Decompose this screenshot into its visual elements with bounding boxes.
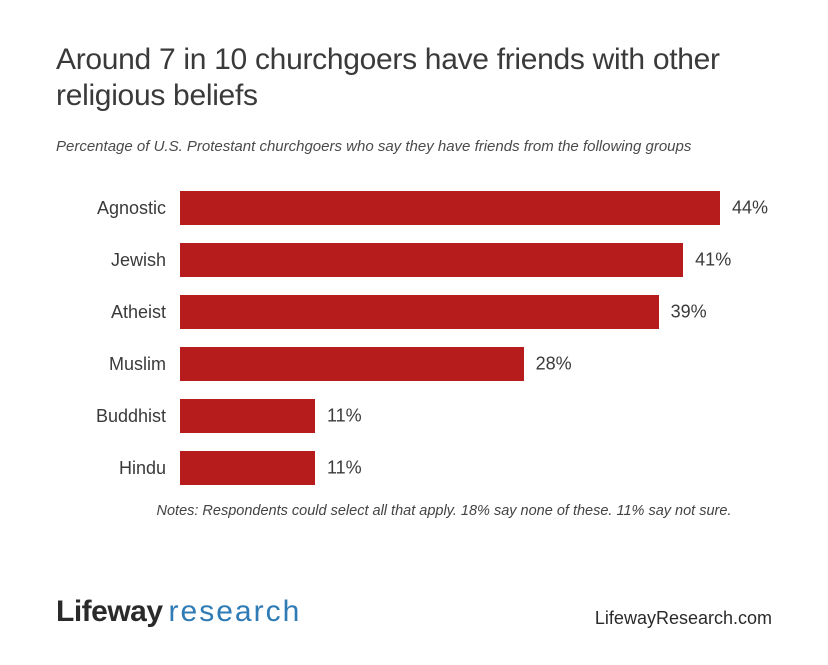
category-label: Buddhist (64, 406, 180, 427)
bar (180, 399, 315, 433)
value-label: 11% (315, 458, 362, 479)
chart-notes: Notes: Respondents could select all that… (116, 503, 772, 519)
logo-light-text: research (169, 595, 302, 629)
value-label: 11% (315, 406, 362, 427)
bar-row: Muslim 28% (64, 347, 772, 381)
bar (180, 295, 659, 329)
footer-url: LifewayResearch.com (595, 608, 772, 629)
category-label: Muslim (64, 354, 180, 375)
value-label: 28% (524, 354, 572, 375)
bar (180, 191, 720, 225)
bar-track: 11% (180, 451, 720, 485)
category-label: Jewish (64, 250, 180, 271)
bar-row: Buddhist 11% (64, 399, 772, 433)
logo-bold-text: Lifeway (56, 595, 163, 629)
bar-track: 44% (180, 191, 720, 225)
bar-row: Hindu 11% (64, 451, 772, 485)
bar-track: 11% (180, 399, 720, 433)
bar-row: Atheist 39% (64, 295, 772, 329)
bar-track: 39% (180, 295, 720, 329)
bar (180, 347, 524, 381)
footer: Lifeway research LifewayResearch.com (56, 595, 772, 629)
bar-track: 41% (180, 243, 720, 277)
bar (180, 243, 683, 277)
value-label: 41% (683, 250, 731, 271)
bar-track: 28% (180, 347, 720, 381)
chart-card: Around 7 in 10 churchgoers have friends … (0, 0, 828, 665)
bar-chart: Agnostic 44% Jewish 41% Atheist 39% Musl… (56, 191, 772, 485)
value-label: 39% (659, 302, 707, 323)
category-label: Atheist (64, 302, 180, 323)
category-label: Agnostic (64, 198, 180, 219)
bar (180, 451, 315, 485)
value-label: 44% (720, 198, 768, 219)
category-label: Hindu (64, 458, 180, 479)
chart-title: Around 7 in 10 churchgoers have friends … (56, 42, 772, 114)
bar-row: Agnostic 44% (64, 191, 772, 225)
chart-subtitle: Percentage of U.S. Protestant churchgoer… (56, 138, 772, 155)
bar-row: Jewish 41% (64, 243, 772, 277)
logo: Lifeway research (56, 595, 301, 629)
